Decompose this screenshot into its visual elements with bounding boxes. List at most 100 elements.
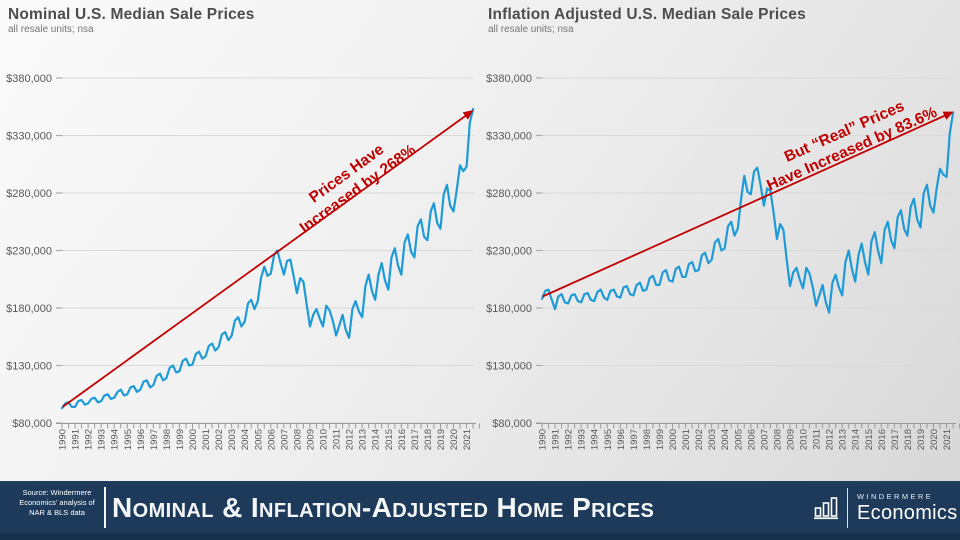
svg-text:2002: 2002 [694,429,705,450]
svg-text:$180,000: $180,000 [486,303,532,315]
svg-text:1996: 1996 [136,429,147,450]
svg-text:1998: 1998 [162,429,173,450]
svg-text:2005: 2005 [253,429,264,450]
svg-text:1993: 1993 [97,429,108,450]
svg-text:2008: 2008 [772,429,783,450]
svg-text:2020: 2020 [449,429,460,450]
svg-text:2002: 2002 [214,429,225,450]
svg-text:$130,000: $130,000 [486,361,532,373]
gridlines-and-y-labels: $380,000 $330,000 $280,000 $230,000 $180,000… [486,73,953,430]
nominal-chart-subtitle: all resale units; nsa [8,24,94,35]
svg-text:2011: 2011 [812,429,823,449]
real-price-chart: $380,000 $330,000 $280,000 $230,000 $180,000… [486,73,960,450]
svg-text:2001: 2001 [201,429,212,450]
svg-text:2008: 2008 [292,429,303,450]
svg-text:1996: 1996 [616,429,627,450]
svg-text:2011: 2011 [332,429,343,449]
svg-text:2019: 2019 [916,429,927,450]
svg-text:2012: 2012 [345,429,356,450]
svg-text:2021: 2021 [942,429,953,450]
svg-text:2005: 2005 [733,429,744,450]
source-attribution: Source: Windermere Economics’ analysis o… [10,488,104,518]
svg-text:2016: 2016 [877,429,888,450]
footer-bar: Source: Windermere Economics’ analysis o… [0,481,960,540]
svg-text:2009: 2009 [785,429,796,450]
x-axis: 1990 1991 1992 1993 1994 1995 1996 1997 1998 1999… [536,423,960,450]
windermere-economics-logo: WINDERMERE Economics [857,492,958,525]
svg-text:2006: 2006 [746,429,757,450]
trend-arrow [542,111,954,298]
bar-chart-icon [814,497,838,520]
svg-text:1990: 1990 [538,429,549,450]
trend-arrow [62,110,474,408]
source-line: Source: Windermere [22,488,92,497]
svg-text:2001: 2001 [681,429,692,450]
footer-divider [104,487,106,528]
svg-text:2000: 2000 [668,429,679,450]
svg-text:2010: 2010 [799,429,810,450]
svg-text:2003: 2003 [227,429,238,450]
svg-text:2007: 2007 [759,429,770,450]
svg-text:1990: 1990 [58,429,69,450]
svg-text:1992: 1992 [564,429,575,450]
svg-text:2007: 2007 [279,429,290,450]
svg-text:2004: 2004 [240,429,251,450]
increase-annotation: Prices HaveIncreased by 268% [286,126,420,237]
nominal-chart-title: Nominal U.S. Median Sale Prices [8,6,255,23]
svg-text:1995: 1995 [123,429,134,450]
svg-text:$280,000: $280,000 [6,188,52,200]
svg-text:1999: 1999 [655,429,666,450]
svg-text:2015: 2015 [864,429,875,450]
svg-text:2014: 2014 [371,429,382,450]
svg-text:1991: 1991 [71,429,82,450]
svg-text:2020: 2020 [929,429,940,450]
svg-text:1999: 1999 [175,429,186,450]
svg-text:$280,000: $280,000 [486,188,532,200]
svg-text:2013: 2013 [358,429,369,450]
brand-division: Economics [857,502,958,524]
svg-text:1993: 1993 [577,429,588,450]
svg-text:1991: 1991 [551,429,562,450]
x-axis: 1990 1991 1992 1993 1994 1995 1996 1997 1998 1999… [56,423,480,450]
brand-name: WINDERMERE [857,492,934,501]
svg-text:2013: 2013 [838,429,849,450]
svg-text:2015: 2015 [384,429,395,450]
svg-text:$80,000: $80,000 [12,418,52,430]
real-chart-subtitle: all resale units; nsa [488,24,574,35]
svg-text:2009: 2009 [305,429,316,450]
svg-text:$230,000: $230,000 [6,246,52,258]
svg-text:1995: 1995 [603,429,614,450]
svg-text:$330,000: $330,000 [486,131,532,143]
svg-text:2018: 2018 [423,429,434,450]
svg-text:1994: 1994 [590,429,601,450]
nominal-chart-panel: Nominal U.S. Median Sale Prices all resa… [0,0,480,481]
svg-text:1997: 1997 [149,429,160,450]
svg-text:2021: 2021 [462,429,473,450]
svg-text:1997: 1997 [629,429,640,450]
svg-text:2016: 2016 [397,429,408,450]
svg-text:$230,000: $230,000 [486,246,532,258]
svg-text:2010: 2010 [319,429,330,450]
svg-text:2014: 2014 [851,429,862,450]
svg-text:1998: 1998 [642,429,653,450]
svg-text:2012: 2012 [825,429,836,450]
svg-text:$80,000: $80,000 [492,418,532,430]
real-chart-panel: Inflation Adjusted U.S. Median Sale Pric… [480,0,960,481]
price-line [540,111,955,314]
svg-text:2004: 2004 [720,429,731,450]
price-line [60,107,475,410]
brand-divider [847,488,848,528]
svg-text:2018: 2018 [903,429,914,450]
source-line: NAR & BLS data [29,508,85,518]
svg-text:1994: 1994 [110,429,121,450]
svg-text:$380,000: $380,000 [486,73,532,85]
svg-text:2000: 2000 [188,429,199,450]
svg-text:2019: 2019 [436,429,447,450]
svg-text:2003: 2003 [707,429,718,450]
svg-text:1992: 1992 [84,429,95,450]
svg-text:$180,000: $180,000 [6,303,52,315]
svg-text:$380,000: $380,000 [6,73,52,85]
svg-text:2017: 2017 [410,429,421,450]
real-chart-title: Inflation Adjusted U.S. Median Sale Pric… [488,6,806,23]
